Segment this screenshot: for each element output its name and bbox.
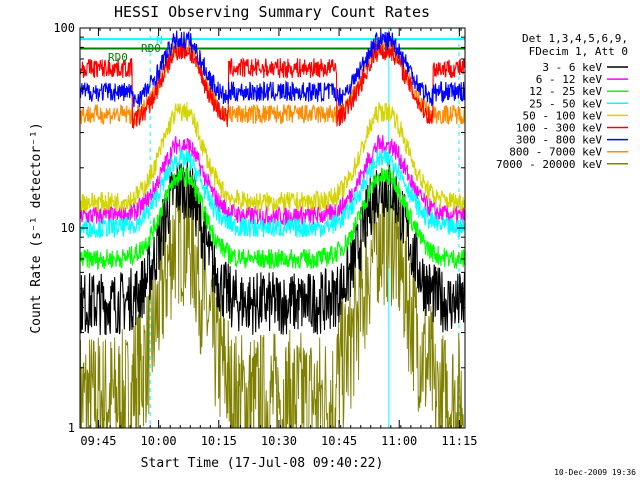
y-axis-label: Count Rate (s⁻¹ detector⁻¹) xyxy=(29,122,44,333)
series-trace-100-300-kev xyxy=(80,41,465,129)
legend-label: 300 - 800 keV xyxy=(516,134,602,147)
y-axis: 1 10 100 xyxy=(53,21,465,435)
footer-timestamp: 10-Dec-2009 19:36 xyxy=(554,468,636,477)
annotation-rd0-b: RD0 xyxy=(108,51,128,64)
x-tick-label: 11:00 xyxy=(381,434,417,448)
legend-label: 50 - 100 keV xyxy=(523,109,603,122)
plot-area xyxy=(80,28,465,428)
legend-label: 7000 - 20000 keV xyxy=(496,158,602,171)
x-tick-label: 11:15 xyxy=(441,434,477,448)
x-axis-label: Start Time (17-Jul-08 09:40:22) xyxy=(141,456,384,471)
legend-label: 6 - 12 keV xyxy=(536,73,603,86)
series-trace-7000-20000-kev xyxy=(80,167,464,428)
x-tick-label: 09:45 xyxy=(80,434,116,448)
series-trace-25-50-kev xyxy=(80,148,465,239)
legend-label: 12 - 25 keV xyxy=(529,85,602,98)
y-tick-label: 1 xyxy=(68,421,75,435)
series-trace-6-12-kev xyxy=(80,134,465,228)
series-trace-50-100-kev xyxy=(80,102,465,213)
series-trace-3-6-kev xyxy=(80,156,465,336)
legend-label: 800 - 7000 keV xyxy=(509,146,602,159)
x-axis: 09:45 10:00 10:15 10:30 10:45 11:00 11:15 xyxy=(79,28,477,448)
legend-label: 25 - 50 keV xyxy=(529,97,602,110)
x-tick-label: 10:15 xyxy=(201,434,237,448)
y-tick-label: 10 xyxy=(61,221,75,235)
x-tick-label: 10:30 xyxy=(261,434,297,448)
chart-title: HESSI Observing Summary Count Rates xyxy=(114,3,430,21)
legend-header-line1: Det 1,3,4,5,6,9, xyxy=(522,32,628,45)
legend-header-line2: FDecim 1, Att 0 xyxy=(529,45,628,58)
legend: Det 1,3,4,5,6,9, FDecim 1, Att 0 3 - 6 k… xyxy=(496,32,628,171)
legend-label: 3 - 6 keV xyxy=(542,61,602,74)
legend-label: 100 - 300 keV xyxy=(516,122,602,135)
x-tick-label: 10:45 xyxy=(321,434,357,448)
y-tick-label: 100 xyxy=(53,21,75,35)
series-trace-12-25-kev xyxy=(80,166,465,271)
annotation-n: N xyxy=(156,34,163,47)
x-tick-label: 10:00 xyxy=(141,434,177,448)
annotations: N RD0 RD0 xyxy=(108,34,163,64)
annotation-rd0-a: RD0 xyxy=(141,42,161,55)
series-trace-300-800-kev xyxy=(80,30,465,108)
